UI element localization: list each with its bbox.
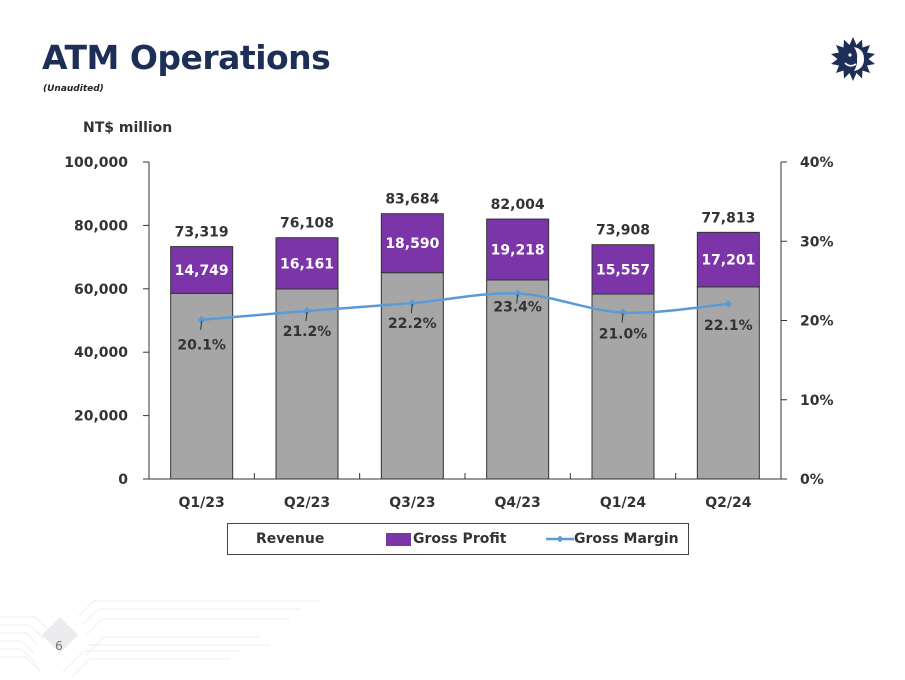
chart-legend: Revenue Gross Profit Gross Margin bbox=[227, 523, 689, 555]
bar-gross-profit bbox=[486, 218, 550, 281]
legend-label-gross-margin: Gross Margin bbox=[574, 531, 679, 547]
y-tick-label-right: 20% bbox=[800, 314, 834, 330]
y-tick-label-left: 60,000 bbox=[74, 282, 128, 298]
bar-gross-profit bbox=[275, 237, 339, 290]
x-tick-label: Q1/23 bbox=[179, 495, 225, 511]
bar-gross-profit bbox=[591, 244, 655, 295]
x-tick-label: Q1/24 bbox=[600, 495, 646, 511]
legend-label-gross-profit: Gross Profit bbox=[413, 531, 507, 547]
data-label-gross-margin: 22.2% bbox=[388, 316, 437, 332]
bar-revenue-base bbox=[486, 279, 550, 480]
y-tick-label-right: 40% bbox=[800, 155, 834, 171]
data-label-gross-margin: 22.1% bbox=[704, 318, 753, 334]
x-tick-label: Q2/23 bbox=[284, 495, 330, 511]
legend-item-revenue: Revenue bbox=[256, 531, 324, 547]
data-label-leader bbox=[305, 311, 308, 322]
data-label-gross-profit: 18,590 bbox=[385, 236, 439, 252]
page-number: 6 bbox=[55, 639, 63, 653]
data-label-revenue: 77,813 bbox=[701, 210, 755, 226]
line-gross-margin bbox=[201, 292, 729, 321]
point-gross-margin bbox=[408, 299, 417, 308]
x-tick-label: Q4/23 bbox=[495, 495, 541, 511]
point-gross-margin bbox=[303, 306, 311, 315]
bar-gross-profit bbox=[170, 246, 234, 294]
sun-face-logo-icon bbox=[831, 37, 875, 81]
data-label-gross-profit: 17,201 bbox=[701, 253, 755, 269]
data-label-leader bbox=[410, 304, 413, 314]
y-tick-label-left: 100,000 bbox=[64, 155, 128, 171]
legend-item-gross-profit: Gross Profit bbox=[386, 531, 506, 547]
data-label-revenue: 83,684 bbox=[385, 192, 439, 208]
y-tick-label-right: 10% bbox=[800, 393, 834, 409]
page-title: ATM Operations bbox=[42, 38, 331, 77]
data-label-revenue: 82,004 bbox=[491, 197, 545, 213]
data-label-gross-profit: 14,749 bbox=[175, 263, 229, 279]
page-subtitle: (Unaudited) bbox=[43, 84, 104, 94]
y-tick-label-left: 80,000 bbox=[74, 218, 128, 234]
bar-revenue-base bbox=[275, 288, 339, 480]
data-label-gross-margin: 20.1% bbox=[177, 338, 226, 354]
y-tick-label-right: 30% bbox=[800, 234, 834, 250]
point-gross-margin bbox=[513, 289, 522, 298]
data-label-revenue: 73,908 bbox=[596, 223, 650, 239]
x-tick-label: Q2/24 bbox=[705, 495, 751, 511]
circuit-decoration bbox=[0, 600, 320, 678]
data-label-leader bbox=[516, 294, 519, 304]
bar-gross-profit bbox=[696, 231, 760, 288]
data-label-leader bbox=[621, 313, 624, 323]
point-gross-margin bbox=[724, 299, 733, 308]
x-tick-label: Q3/23 bbox=[389, 495, 435, 511]
data-label-gross-profit: 16,161 bbox=[280, 256, 334, 272]
y-tick-label-left: 40,000 bbox=[74, 345, 128, 361]
legend-swatch-gross-margin bbox=[546, 535, 574, 543]
bar-gross-profit bbox=[380, 213, 444, 274]
data-label-revenue: 73,319 bbox=[175, 225, 229, 241]
y-axis-unit-label: NT$ million bbox=[83, 120, 173, 136]
y-tick-label-left: 20,000 bbox=[74, 409, 128, 425]
data-label-gross-margin: 23.4% bbox=[493, 300, 542, 316]
bar-revenue-base bbox=[591, 293, 655, 480]
point-gross-margin bbox=[197, 315, 206, 324]
legend-item-gross-margin: Gross Margin bbox=[546, 531, 679, 547]
data-label-revenue: 76,108 bbox=[280, 216, 334, 232]
y-tick-label-left: 0 bbox=[118, 472, 128, 488]
y-tick-label-right: 0% bbox=[800, 472, 824, 488]
bar-revenue-base bbox=[696, 286, 760, 480]
data-label-gross-profit: 15,557 bbox=[596, 262, 650, 278]
data-label-gross-margin: 21.0% bbox=[599, 327, 648, 343]
point-gross-margin bbox=[619, 308, 627, 317]
legend-label-revenue: Revenue bbox=[256, 531, 325, 547]
data-label-leader bbox=[200, 320, 203, 330]
data-label-gross-profit: 19,218 bbox=[491, 243, 545, 259]
legend-swatch-gross-profit bbox=[386, 532, 411, 546]
data-label-gross-margin: 21.2% bbox=[283, 324, 332, 340]
